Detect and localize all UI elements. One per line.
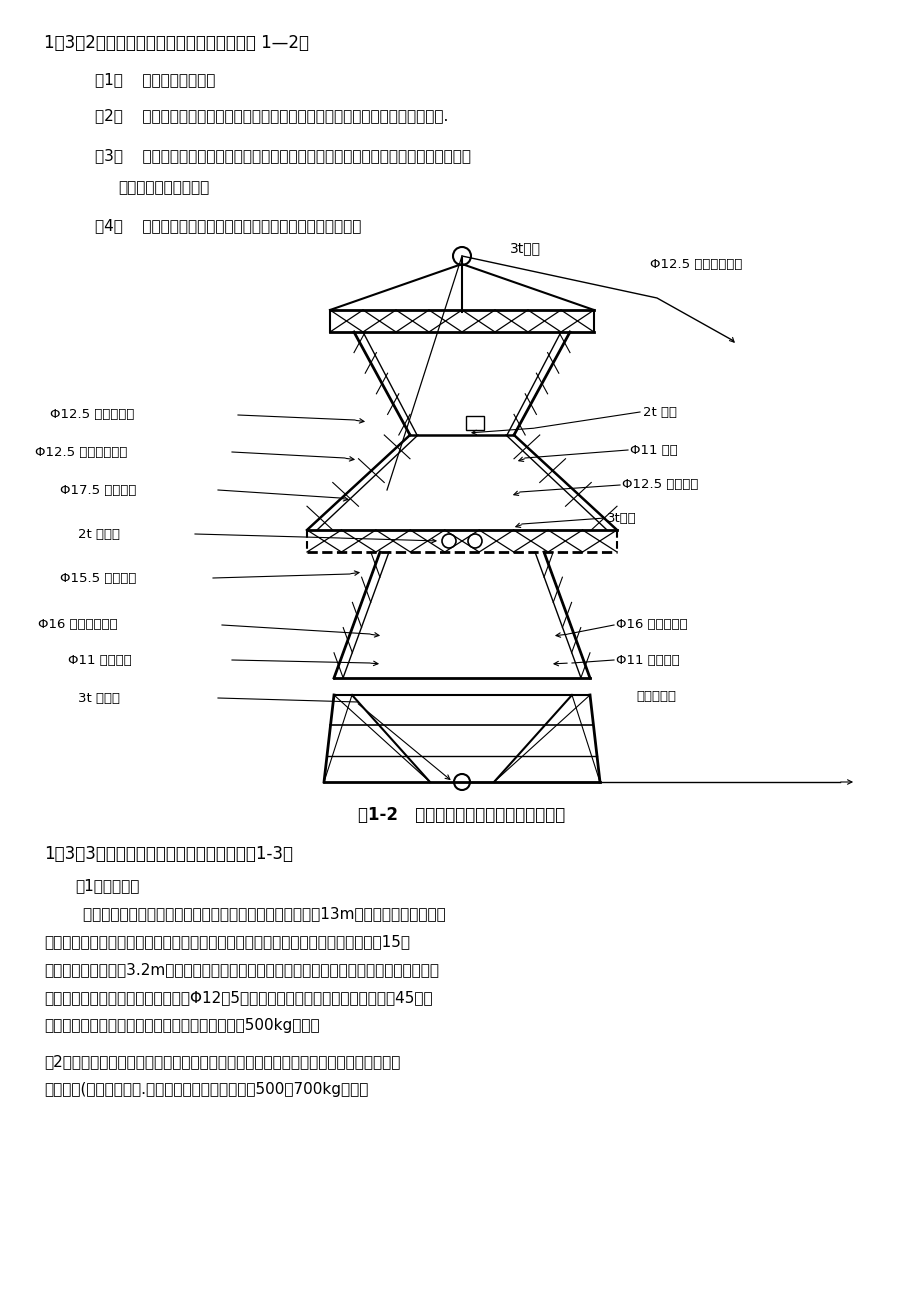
Text: Φ11 攀根钢绳: Φ11 攀根钢绳 bbox=[616, 654, 679, 667]
Text: 3t滑车: 3t滑车 bbox=[509, 241, 540, 255]
Text: 用控制绳(攀根绳）控制.每次吹拆曲臂的重量控制在500～700kg以内。: 用控制绳(攀根绳）控制.每次吹拆曲臂的重量控制在500～700kg以内。 bbox=[44, 1082, 368, 1098]
Text: 2t 腰滑车: 2t 腰滑车 bbox=[78, 527, 119, 540]
Text: Φ12.5 上拉线钢绳: Φ12.5 上拉线钢绳 bbox=[50, 409, 134, 422]
Text: 1。3。2直线铁塔横担及地线支架拆除（见图 1—2）: 1。3。2直线铁塔横担及地线支架拆除（见图 1—2） bbox=[44, 34, 309, 52]
Text: 在受地形影响无法打落地拆线时，吹拆总量控制在500kg以内。: 在受地形影响无法打落地拆线时，吹拆总量控制在500kg以内。 bbox=[44, 1018, 319, 1032]
Text: 图1-2   直线铁塔横担中段吹拆现场布置图: 图1-2 直线铁塔横担中段吹拆现场布置图 bbox=[358, 806, 565, 824]
Text: 3t 地滑车: 3t 地滑车 bbox=[78, 691, 119, 704]
Text: （2）    拆除地线支架，可通过适当升高抱杆并向需拆除侧倾斜一定角度后整体拆除.: （2） 拆除地线支架，可通过适当升高抱杆并向需拆除侧倾斜一定角度后整体拆除. bbox=[95, 108, 448, 122]
Text: （1）    拆除导线边横担。: （1） 拆除导线边横担。 bbox=[95, 72, 215, 87]
Text: 曲臂中部节点处，抱杆上拆线固定于下曲臂顶端，抱杆向将要起吁构件侧的倾角小于15度: 曲臂中部节点处，抱杆上拆线固定于下曲臂顶端，抱杆向将要起吁构件侧的倾角小于15度 bbox=[44, 934, 410, 949]
Text: Φ11 钢绳: Φ11 钢绳 bbox=[630, 444, 677, 457]
Text: 一落地拆线加以稳定。: 一落地拆线加以稳定。 bbox=[118, 180, 209, 195]
Bar bbox=[466, 417, 483, 430]
Text: （2）启动机动绞磨，使牵引绳受力，拆除连接螺栓，松下牵引绳拆除曲臂。吹拆过程中: （2）启动机动绞磨，使牵引绳受力，拆除连接螺栓，松下牵引绳拆除曲臂。吹拆过程中 bbox=[44, 1055, 400, 1069]
Text: Φ12.5 起吊钢绳: Φ12.5 起吊钢绳 bbox=[621, 479, 698, 491]
Text: Φ12.5 落地拉线钢绳: Φ12.5 落地拉线钢绳 bbox=[650, 259, 742, 272]
Text: （3）    调直抱杆使之直立于铁塔结构中心。对于内拆线悬浮抱杆起吁，抱杆前后尺需各打: （3） 调直抱杆使之直立于铁塔结构中心。对于内拆线悬浮抱杆起吁，抱杆前后尺需各打 bbox=[95, 148, 471, 163]
Text: Φ15.5 吊点钢绳: Φ15.5 吊点钢绳 bbox=[60, 572, 136, 585]
Text: Φ17.5 承托钢绳: Φ17.5 承托钢绳 bbox=[60, 483, 136, 496]
Text: （即抱杆倾斜不超过3.2m）。对于内拆线悬浮抱杆拆除，由于抱杆顺线路方向稳定性较差，抱: （即抱杆倾斜不超过3.2m）。对于内拆线悬浮抱杆拆除，由于抱杆顺线路方向稳定性较… bbox=[44, 962, 438, 976]
Text: （4）    分前、后两侧分别拆除中横担及其与上曲臂连接部分。: （4） 分前、后两侧分别拆除中横担及其与上曲臂连接部分。 bbox=[95, 217, 361, 233]
Text: 1。3。3直线铁塔头部上曲臂拆除方法（见图1-3）: 1。3。3直线铁塔头部上曲臂拆除方法（见图1-3） bbox=[44, 845, 292, 863]
Text: 杆前后需各打一落地拆线，拆线采用Φ12。5錢丝绳，三联桩锁固，对地夹角不大于45度。: 杆前后需各打一落地拆线，拆线采用Φ12。5錢丝绳，三联桩锁固，对地夹角不大于45… bbox=[44, 990, 432, 1005]
Text: 3t滑车: 3t滑车 bbox=[607, 512, 636, 525]
Text: 2t 双钩: 2t 双钩 bbox=[642, 405, 676, 418]
Text: Φ16 控制白棕绳绳: Φ16 控制白棕绳绳 bbox=[38, 618, 118, 631]
Text: 拆除前把抱杆全部伸出瓶口，使抱杆露出塔身瓶口的长度为13m，承托绳固定于塔颈下: 拆除前把抱杆全部伸出瓶口，使抱杆露出塔身瓶口的长度为13m，承托绳固定于塔颈下 bbox=[44, 906, 446, 921]
Text: Φ11 攀根钢绳: Φ11 攀根钢绳 bbox=[68, 654, 131, 667]
Text: Φ16 控制白棕绳: Φ16 控制白棕绳 bbox=[616, 618, 686, 631]
Text: Φ12.5 落地拉线钢绳: Φ12.5 落地拉线钢绳 bbox=[35, 445, 127, 458]
Text: 至牵引设备: 至牵引设备 bbox=[635, 690, 675, 703]
Text: （1）抱杆布置: （1）抱杆布置 bbox=[75, 878, 139, 893]
